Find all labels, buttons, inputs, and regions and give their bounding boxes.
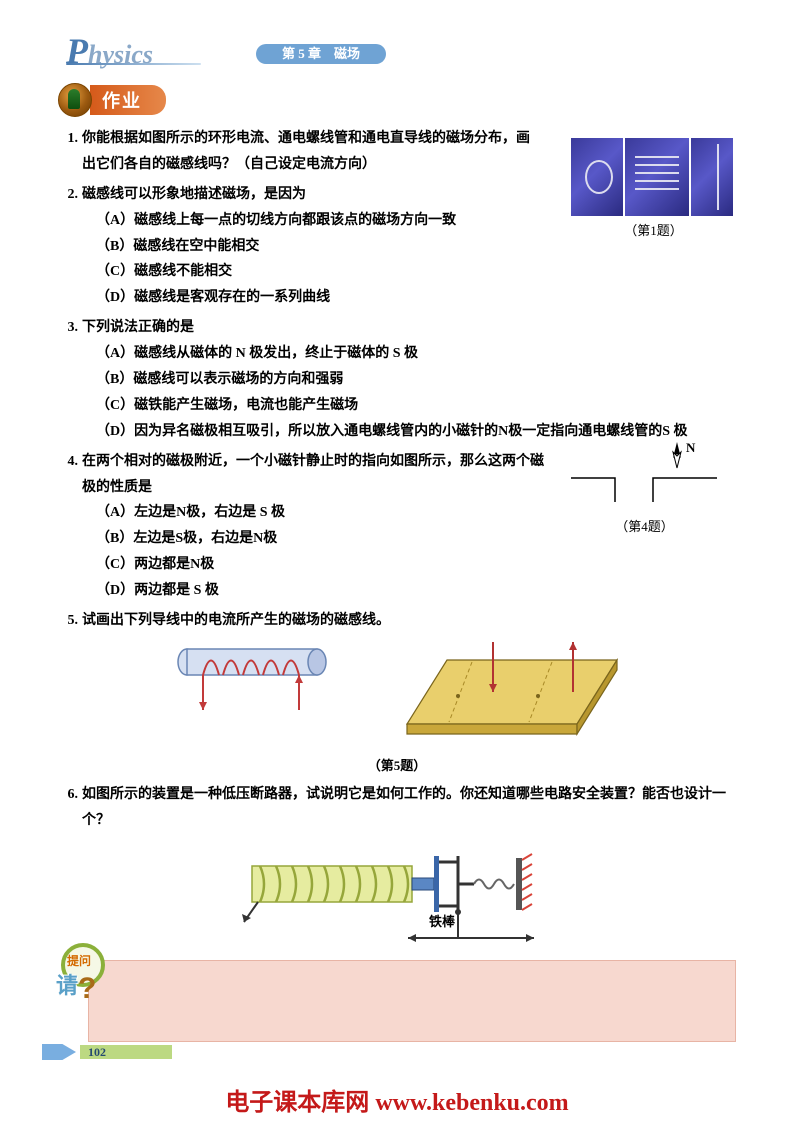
q3-opt-b: （B）磁感线可以表示磁场的方向和强弱 bbox=[96, 367, 736, 393]
figure-1: （第1题） bbox=[571, 138, 736, 239]
fig1-ring-icon bbox=[571, 138, 623, 216]
question-5: 5. 试画出下列导线中的电流所产生的磁场的磁感线。 bbox=[58, 608, 736, 634]
footer-bar: 102 bbox=[80, 1045, 172, 1059]
page-number: 102 bbox=[88, 1045, 106, 1060]
q4-opt-b: （B）左边是S极，右边是N极 bbox=[96, 526, 546, 552]
section-header: 作业 bbox=[58, 84, 736, 116]
q2-opt-d: （D）磁感线是客观存在的一系列曲线 bbox=[96, 285, 536, 311]
logo-p: P bbox=[66, 31, 88, 71]
q3-stem: 下列说法正确的是 bbox=[82, 315, 736, 341]
fig5-plate bbox=[397, 640, 627, 750]
fig5-caption: （第5题） bbox=[58, 754, 736, 778]
physics-logo: Physics bbox=[66, 30, 153, 72]
q3-num: 3. bbox=[58, 315, 78, 341]
q6-text: 如图所示的装置是一种低压断路器，试说明它是如何工作的。你还知道哪些电路安全装置？… bbox=[82, 782, 736, 834]
fig5-solenoid bbox=[167, 640, 337, 750]
chapter-pill: 第 5 章 磁场 bbox=[256, 44, 386, 64]
q4-opt-a: （A）左边是N极，右边是 S 极 bbox=[96, 500, 546, 526]
question-6: 6. 如图所示的装置是一种低压断路器，试说明它是如何工作的。你还知道哪些电路安全… bbox=[58, 782, 736, 834]
fig4-caption: （第4题） bbox=[567, 516, 722, 535]
q4-opt-c: （C）两边都是N极 bbox=[96, 552, 546, 578]
figure-5 bbox=[58, 640, 736, 750]
q4-num: 4. bbox=[58, 449, 78, 475]
questions: 1. 你能根据如图所示的环形电流、通电螺线管和通电直导线的磁场分布，画出它们各自… bbox=[58, 126, 736, 985]
ask-qmark: ? bbox=[78, 972, 96, 1006]
q3-opt-a: （A）磁感线从磁体的 N 极发出，终止于磁体的 S 极 bbox=[96, 341, 736, 367]
fig4-compass: N bbox=[567, 438, 722, 510]
page-header: Physics 第 5 章 磁场 bbox=[58, 30, 736, 70]
fig4-n-label: N bbox=[686, 440, 696, 455]
figure-4: N （第4题） bbox=[567, 438, 722, 535]
fig1-caption: （第1题） bbox=[571, 220, 736, 239]
q2-num: 2. bbox=[58, 182, 78, 208]
ask-box bbox=[88, 960, 736, 1042]
fig6-iron-label: 铁棒 bbox=[428, 914, 456, 929]
q3-opt-c: （C）磁铁能产生磁场，电流也能产生磁场 bbox=[96, 393, 736, 419]
q1-num: 1. bbox=[58, 126, 78, 152]
wm-text: 电子课本库网 bbox=[225, 1090, 375, 1116]
homework-icon bbox=[58, 83, 92, 117]
page-footer: 102 bbox=[42, 1044, 172, 1060]
fig1-solenoid-icon bbox=[625, 138, 689, 216]
q6-num: 6. bbox=[58, 782, 78, 808]
q2-opt-a: （A）磁感线上每一点的切线方向都跟该点的磁场方向一致 bbox=[96, 208, 536, 234]
ask-banner: 提问 ? 请 bbox=[58, 940, 736, 1040]
wm-url[interactable]: www.kebenku.com bbox=[375, 1090, 568, 1116]
q4-opt-d: （D）两边都是 S 极 bbox=[96, 578, 546, 604]
q2-stem: 磁感线可以形象地描述磁场，是因为 bbox=[82, 182, 536, 208]
q5-num: 5. bbox=[58, 608, 78, 634]
fig1-wire-icon bbox=[691, 138, 733, 216]
logo-underline bbox=[66, 63, 201, 65]
footer-arrow-icon bbox=[42, 1044, 76, 1060]
q2-opt-c: （C）磁感线不能相交 bbox=[96, 259, 536, 285]
section-label: 作业 bbox=[90, 85, 166, 115]
q2-opt-b: （B）磁感线在空中能相交 bbox=[96, 234, 536, 260]
watermark: 电子课本库网 www.kebenku.com bbox=[0, 1082, 794, 1117]
q1-text: 你能根据如图所示的环形电流、通电螺线管和通电直导线的磁场分布，画出它们各自的磁感… bbox=[82, 126, 536, 178]
ask-keyword: 请 bbox=[56, 968, 78, 1000]
q5-text: 试画出下列导线中的电流所产生的磁场的磁感线。 bbox=[82, 608, 736, 634]
question-3: 3. 下列说法正确的是 （A）磁感线从磁体的 N 极发出，终止于磁体的 S 极 … bbox=[58, 315, 736, 444]
ask-small-text: 提问 bbox=[67, 952, 91, 969]
q4-stem: 在两个相对的磁极附近，一个小磁针静止时的指向如图所示，那么这两个磁极的性质是 bbox=[82, 449, 546, 501]
